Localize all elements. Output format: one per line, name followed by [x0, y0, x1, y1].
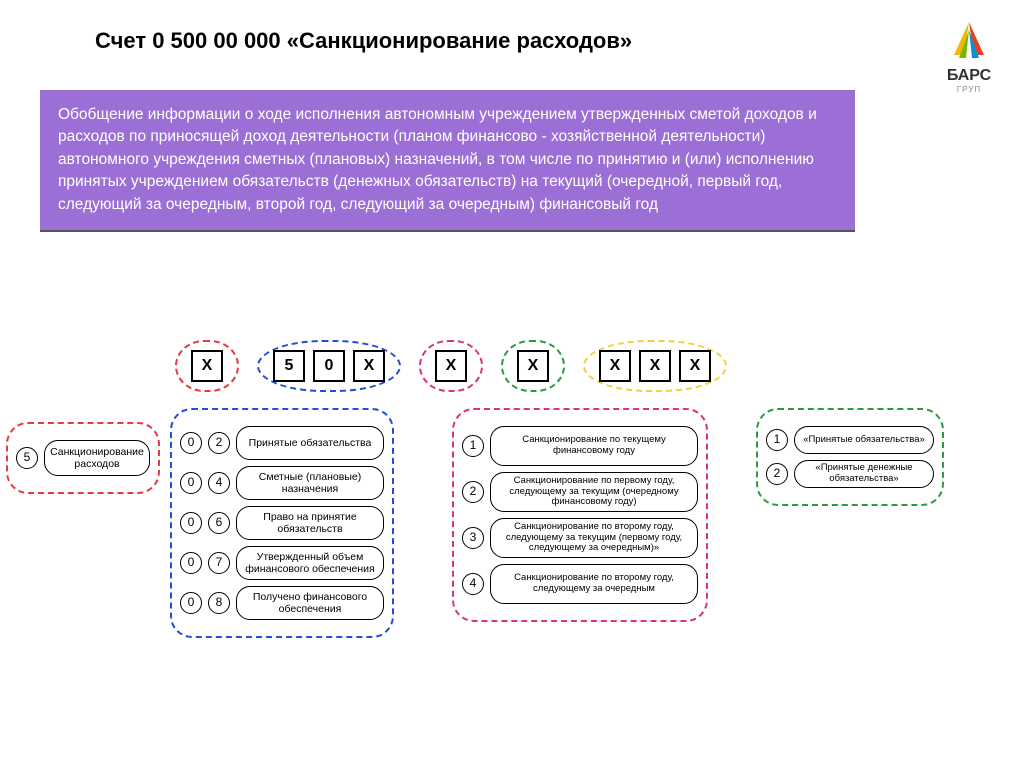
legend-label: Утвержденный объем финансового обеспечен… — [236, 546, 384, 580]
digit-group-blue: 50X — [257, 340, 401, 392]
legend-code: 7 — [208, 552, 230, 574]
legend-code: 2 — [766, 463, 788, 485]
legend-label: Санкционирование расходов — [44, 440, 150, 476]
legend-label: Право на принятие обязательств — [236, 506, 384, 540]
legend-row: 2 «Принятые денежные обязательства» — [766, 460, 934, 488]
digit-cell: 5 — [273, 350, 305, 382]
logo-sub: ГРУП — [944, 85, 994, 94]
legend-code: 4 — [462, 573, 484, 595]
digit-group-green: X — [501, 340, 565, 392]
digit-cell: X — [517, 350, 549, 382]
digit-cell: X — [191, 350, 223, 382]
legend-row: 1 Санкционирование по текущему финансовом… — [462, 426, 698, 466]
legend-code: 2 — [462, 481, 484, 503]
legend-group-red: 5 Санкционирование расходов — [6, 422, 160, 494]
legend-row: 04 Сметные (плановые) назначения — [180, 466, 384, 500]
legend-row: 02 Принятые обязательства — [180, 426, 384, 460]
legend-label: Получено финансового обеспечения — [236, 586, 384, 620]
digit-group-red: X — [175, 340, 239, 392]
legend-code: 5 — [16, 447, 38, 469]
legend-row: 07 Утвержденный объем финансового обеспеч… — [180, 546, 384, 580]
legend-code: 1 — [766, 429, 788, 451]
description-panel: Обобщение информации о ходе исполнения а… — [40, 90, 855, 232]
legend-group-magenta: 1 Санкционирование по текущему финансовом… — [452, 408, 708, 622]
legend-row: 2 Санкционирование по первому году, следу… — [462, 472, 698, 512]
legend-label: Санкционирование по второму году, следую… — [490, 518, 698, 558]
legend-row: 06 Право на принятие обязательств — [180, 506, 384, 540]
digit-cell: X — [353, 350, 385, 382]
legend-label: Принятые обязательства — [236, 426, 384, 460]
legend-code: 0 — [180, 512, 202, 534]
legend-label: Санкционирование по текущему финансовому… — [490, 426, 698, 466]
legend-label: Санкционирование по первому году, следую… — [490, 472, 698, 512]
legend-group-blue: 02Принятые обязательства04Сметные (плано… — [170, 408, 394, 638]
legend-code: 6 — [208, 512, 230, 534]
legend-code: 4 — [208, 472, 230, 494]
digit-cell: X — [679, 350, 711, 382]
digit-group-yell: XXX — [583, 340, 727, 392]
legend-label: «Принятые денежные обязательства» — [794, 460, 934, 488]
legend-code: 0 — [180, 432, 202, 454]
legend-code: 2 — [208, 432, 230, 454]
digit-cell: 0 — [313, 350, 345, 382]
logo: БАРС ГРУП — [944, 20, 994, 94]
digit-cell: X — [639, 350, 671, 382]
page-title: Счет 0 500 00 000 «Санкционирование расх… — [95, 28, 632, 54]
digit-cell: X — [435, 350, 467, 382]
legend-group-green: 1 «Принятые обязательства» 2 «Принятые дене… — [756, 408, 944, 506]
digit-group-mag: X — [419, 340, 483, 392]
legend-label: Сметные (плановые) назначения — [236, 466, 384, 500]
legend-row: 08 Получено финансового обеспечения — [180, 586, 384, 620]
legend-label: «Принятые обязательства» — [794, 426, 934, 454]
legend-row: 5 Санкционирование расходов — [16, 440, 150, 476]
legend-code: 0 — [180, 472, 202, 494]
legend-code: 0 — [180, 552, 202, 574]
legend-row: 1 «Принятые обязательства» — [766, 426, 934, 454]
legend-code: 1 — [462, 435, 484, 457]
legend-row: 3 Санкционирование по второму году, следу… — [462, 518, 698, 558]
legend-row: 4 Санкционирование по второму году, следу… — [462, 564, 698, 604]
logo-name: БАРС — [944, 67, 994, 85]
digit-cell: X — [599, 350, 631, 382]
account-code-row: X50XXXXXX — [175, 340, 745, 392]
legend-code: 0 — [180, 592, 202, 614]
legend-code: 3 — [462, 527, 484, 549]
legend-label: Санкционирование по второму году, следую… — [490, 564, 698, 604]
legend-code: 8 — [208, 592, 230, 614]
logo-icon — [944, 20, 994, 60]
